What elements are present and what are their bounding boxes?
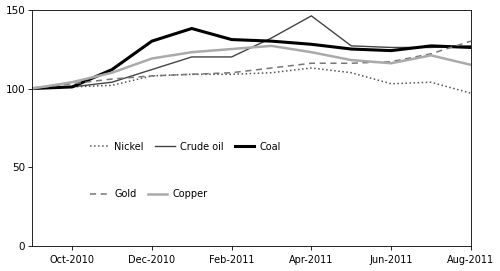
Line: Coal: Coal: [32, 28, 471, 89]
Coal: [308, 43, 314, 46]
Gold: [308, 62, 314, 65]
Crude oil: [388, 46, 394, 49]
Nickel: [228, 73, 234, 76]
Gold: [388, 60, 394, 63]
Copper: [189, 51, 195, 54]
Coal: [69, 85, 75, 89]
Crude oil: [29, 87, 35, 90]
Copper: [29, 87, 35, 90]
Crude oil: [109, 80, 115, 84]
Copper: [428, 54, 434, 57]
Coal: [189, 27, 195, 30]
Gold: [228, 71, 234, 74]
Gold: [268, 66, 274, 70]
Gold: [29, 87, 35, 90]
Crude oil: [149, 68, 155, 71]
Nickel: [348, 71, 354, 74]
Gold: [428, 52, 434, 55]
Copper: [228, 47, 234, 51]
Gold: [189, 73, 195, 76]
Coal: [348, 47, 354, 51]
Nickel: [69, 85, 75, 89]
Line: Copper: Copper: [32, 46, 471, 89]
Copper: [109, 71, 115, 74]
Copper: [388, 62, 394, 65]
Legend: Gold, Copper: Gold, Copper: [90, 189, 208, 199]
Coal: [29, 87, 35, 90]
Copper: [149, 57, 155, 60]
Coal: [109, 68, 115, 71]
Crude oil: [428, 46, 434, 49]
Copper: [308, 51, 314, 54]
Nickel: [268, 71, 274, 74]
Line: Crude oil: Crude oil: [32, 16, 471, 89]
Crude oil: [69, 85, 75, 89]
Nickel: [428, 80, 434, 84]
Coal: [468, 46, 474, 49]
Crude oil: [468, 44, 474, 47]
Gold: [468, 40, 474, 43]
Copper: [348, 59, 354, 62]
Coal: [228, 38, 234, 41]
Crude oil: [348, 44, 354, 47]
Coal: [388, 49, 394, 52]
Line: Gold: Gold: [32, 41, 471, 89]
Nickel: [189, 73, 195, 76]
Nickel: [388, 82, 394, 85]
Gold: [348, 62, 354, 65]
Gold: [69, 82, 75, 85]
Copper: [468, 63, 474, 66]
Nickel: [468, 92, 474, 95]
Nickel: [109, 84, 115, 87]
Nickel: [29, 87, 35, 90]
Line: Nickel: Nickel: [32, 68, 471, 93]
Crude oil: [189, 55, 195, 59]
Nickel: [308, 66, 314, 70]
Gold: [109, 78, 115, 81]
Crude oil: [228, 55, 234, 59]
Gold: [149, 74, 155, 78]
Crude oil: [308, 14, 314, 18]
Crude oil: [268, 36, 274, 40]
Coal: [149, 40, 155, 43]
Copper: [268, 44, 274, 47]
Copper: [69, 80, 75, 84]
Nickel: [149, 74, 155, 78]
Coal: [268, 40, 274, 43]
Coal: [428, 44, 434, 47]
